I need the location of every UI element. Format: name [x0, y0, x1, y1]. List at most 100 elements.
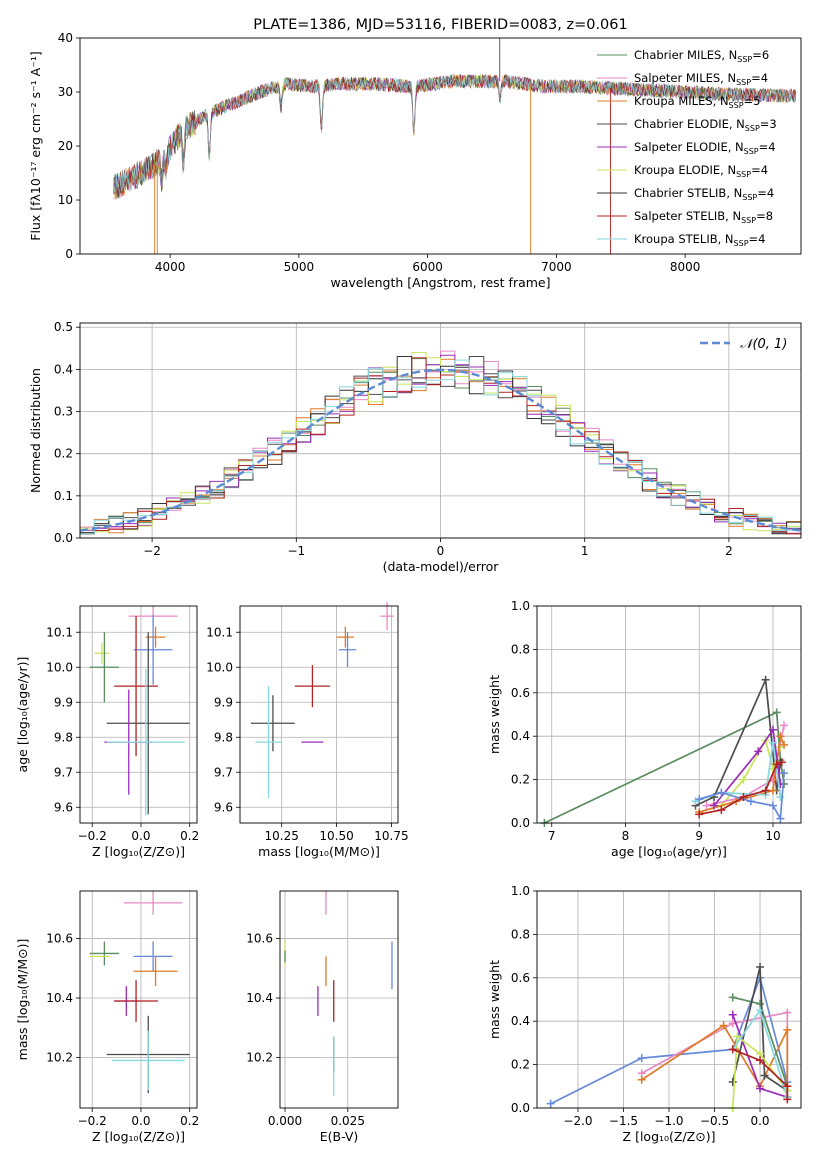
plus-marker — [768, 738, 777, 747]
plus-marker — [760, 1071, 769, 1080]
series-line — [698, 773, 785, 822]
data-point-0 — [123, 891, 183, 915]
plus-marker — [709, 801, 718, 810]
y-tick-label: 0.8 — [511, 927, 530, 941]
legend-entry: Chabrier STELIB, NSSP=4 — [634, 186, 774, 202]
data-point-8 — [111, 1030, 185, 1091]
plus-marker — [728, 1077, 737, 1086]
plus-marker — [780, 740, 789, 749]
axes-frame — [79, 890, 198, 1109]
data-point-6 — [255, 686, 282, 799]
x-tick-label: −2 — [143, 544, 161, 558]
data-point-6 — [106, 632, 190, 815]
y-tick-label: 10.4 — [246, 991, 273, 1005]
spectrum-series-8 — [113, 74, 796, 200]
y-tick-label: 0.6 — [511, 686, 530, 700]
x-tick-label: 2 — [725, 544, 733, 558]
legend-entry: 𝒩(0, 1) — [740, 337, 787, 352]
plus-marker — [754, 747, 763, 756]
plus-marker — [739, 792, 748, 801]
plus-marker — [717, 788, 726, 797]
plus-marker — [695, 795, 704, 804]
plus-marker — [768, 786, 777, 795]
y-tick-label: 0.4 — [511, 729, 530, 743]
x-axis-label: age [log₁₀(age/yr)] — [611, 844, 727, 859]
x-tick-label: 1 — [581, 544, 589, 558]
x-tick-label: −0.2 — [78, 1114, 107, 1128]
data-point-5 — [114, 616, 158, 757]
legend-entry: Salpeter STELIB, NSSP=8 — [634, 209, 773, 225]
x-tick-label: −1.5 — [609, 1114, 638, 1128]
y-tick-label: 10.4 — [46, 991, 73, 1005]
y-tick-label: 10.0 — [206, 660, 233, 674]
data-point-3 — [294, 665, 330, 708]
y-tick-label: 0.0 — [511, 1101, 530, 1115]
plus-marker — [761, 786, 770, 795]
y-tick-label: 10.2 — [46, 1050, 73, 1064]
plus-marker — [783, 1008, 792, 1017]
y-tick-label: 0.4 — [54, 362, 73, 376]
y-axis-label: age [log₁₀(age/yr)] — [15, 657, 30, 773]
spectrum-lines — [113, 38, 796, 254]
legend-entry: Kroupa STELIB, NSSP=4 — [634, 232, 765, 248]
plus-marker — [768, 801, 777, 810]
plus-marker — [733, 1032, 742, 1041]
y-tick-label: 9.9 — [214, 695, 233, 709]
axes-frame — [536, 605, 802, 824]
plus-marker — [717, 805, 726, 814]
x-tick-label: 8 — [622, 829, 630, 843]
plus-marker — [702, 801, 711, 810]
data-point-4 — [133, 956, 178, 987]
x-tick-label: 10.75 — [374, 829, 408, 843]
plus-marker — [728, 1010, 737, 1019]
y-tick-label: 40 — [58, 31, 73, 45]
y-tick-label: 0.3 — [54, 405, 73, 419]
legend-entry: Kroupa MILES, NSSP=5 — [634, 94, 760, 110]
y-tick-label: 1.0 — [511, 599, 530, 613]
plus-marker — [761, 675, 770, 684]
y-tick-label: 9.9 — [54, 695, 73, 709]
y-tick-label: 10.1 — [206, 625, 233, 639]
x-axis-label: (data-model)/error — [383, 559, 500, 574]
x-tick-label: −0.5 — [700, 1114, 729, 1128]
y-tick-label: 10 — [58, 193, 73, 207]
legend-entry: Chabrier MILES, NSSP=6 — [634, 48, 769, 64]
series-8 — [695, 758, 786, 819]
y-tick-label: 0.5 — [54, 320, 73, 334]
histogram-series-8 — [80, 359, 801, 535]
x-tick-label: 0 — [437, 544, 445, 558]
x-tick-label: 6000 — [412, 260, 443, 274]
y-axis-label: mass weight — [487, 675, 502, 754]
x-tick-label: 0.000 — [268, 1114, 302, 1128]
series-line — [731, 966, 788, 1092]
y-tick-label: 0.1 — [54, 489, 73, 503]
data-point-1 — [336, 626, 355, 648]
x-tick-label: −1 — [287, 544, 305, 558]
y-tick-label: 9.8 — [54, 730, 73, 744]
x-tick-label: −1.0 — [654, 1114, 683, 1128]
y-tick-label: 1.0 — [511, 884, 530, 898]
y-tick-label: 10.1 — [46, 625, 73, 639]
x-axis-label: E(B-V) — [320, 1129, 359, 1144]
plus-marker — [756, 962, 765, 971]
plus-marker — [739, 775, 748, 784]
panel-mass-vs-Z: −0.2 0.0 0.2 10.2 10.4 10.6 Z [log₁₀(Z/Z⊙)] mas… — [15, 890, 199, 1144]
x-tick-label: 5000 — [284, 260, 315, 274]
x-axis-label: Z [log₁₀(Z/Z⊙)] — [623, 1129, 716, 1144]
y-tick-label: 10.0 — [46, 660, 73, 674]
x-axis-label: mass [log₁₀(M/M⊙)] — [258, 844, 380, 859]
plus-marker — [783, 1082, 792, 1091]
x-tick-label: 0.0 — [131, 1114, 150, 1128]
x-tick-label: 10.25 — [265, 829, 299, 843]
series-line — [698, 732, 785, 813]
x-tick-label: 0.0 — [131, 829, 150, 843]
legend: Chabrier MILES, NSSP=6 Salpeter MILES, NS… — [597, 48, 777, 248]
plus-marker — [695, 810, 704, 819]
y-tick-label: 0.0 — [54, 531, 73, 545]
normal-curve — [80, 368, 801, 532]
y-axis-label: Normed distribution — [28, 368, 43, 493]
x-tick-label: −2.0 — [563, 1114, 592, 1128]
y-tick-label: 9.6 — [54, 800, 73, 814]
y-axis-label: Flux [fλ10⁻¹⁷ erg cm⁻² s⁻¹ A⁻¹] — [28, 51, 43, 240]
